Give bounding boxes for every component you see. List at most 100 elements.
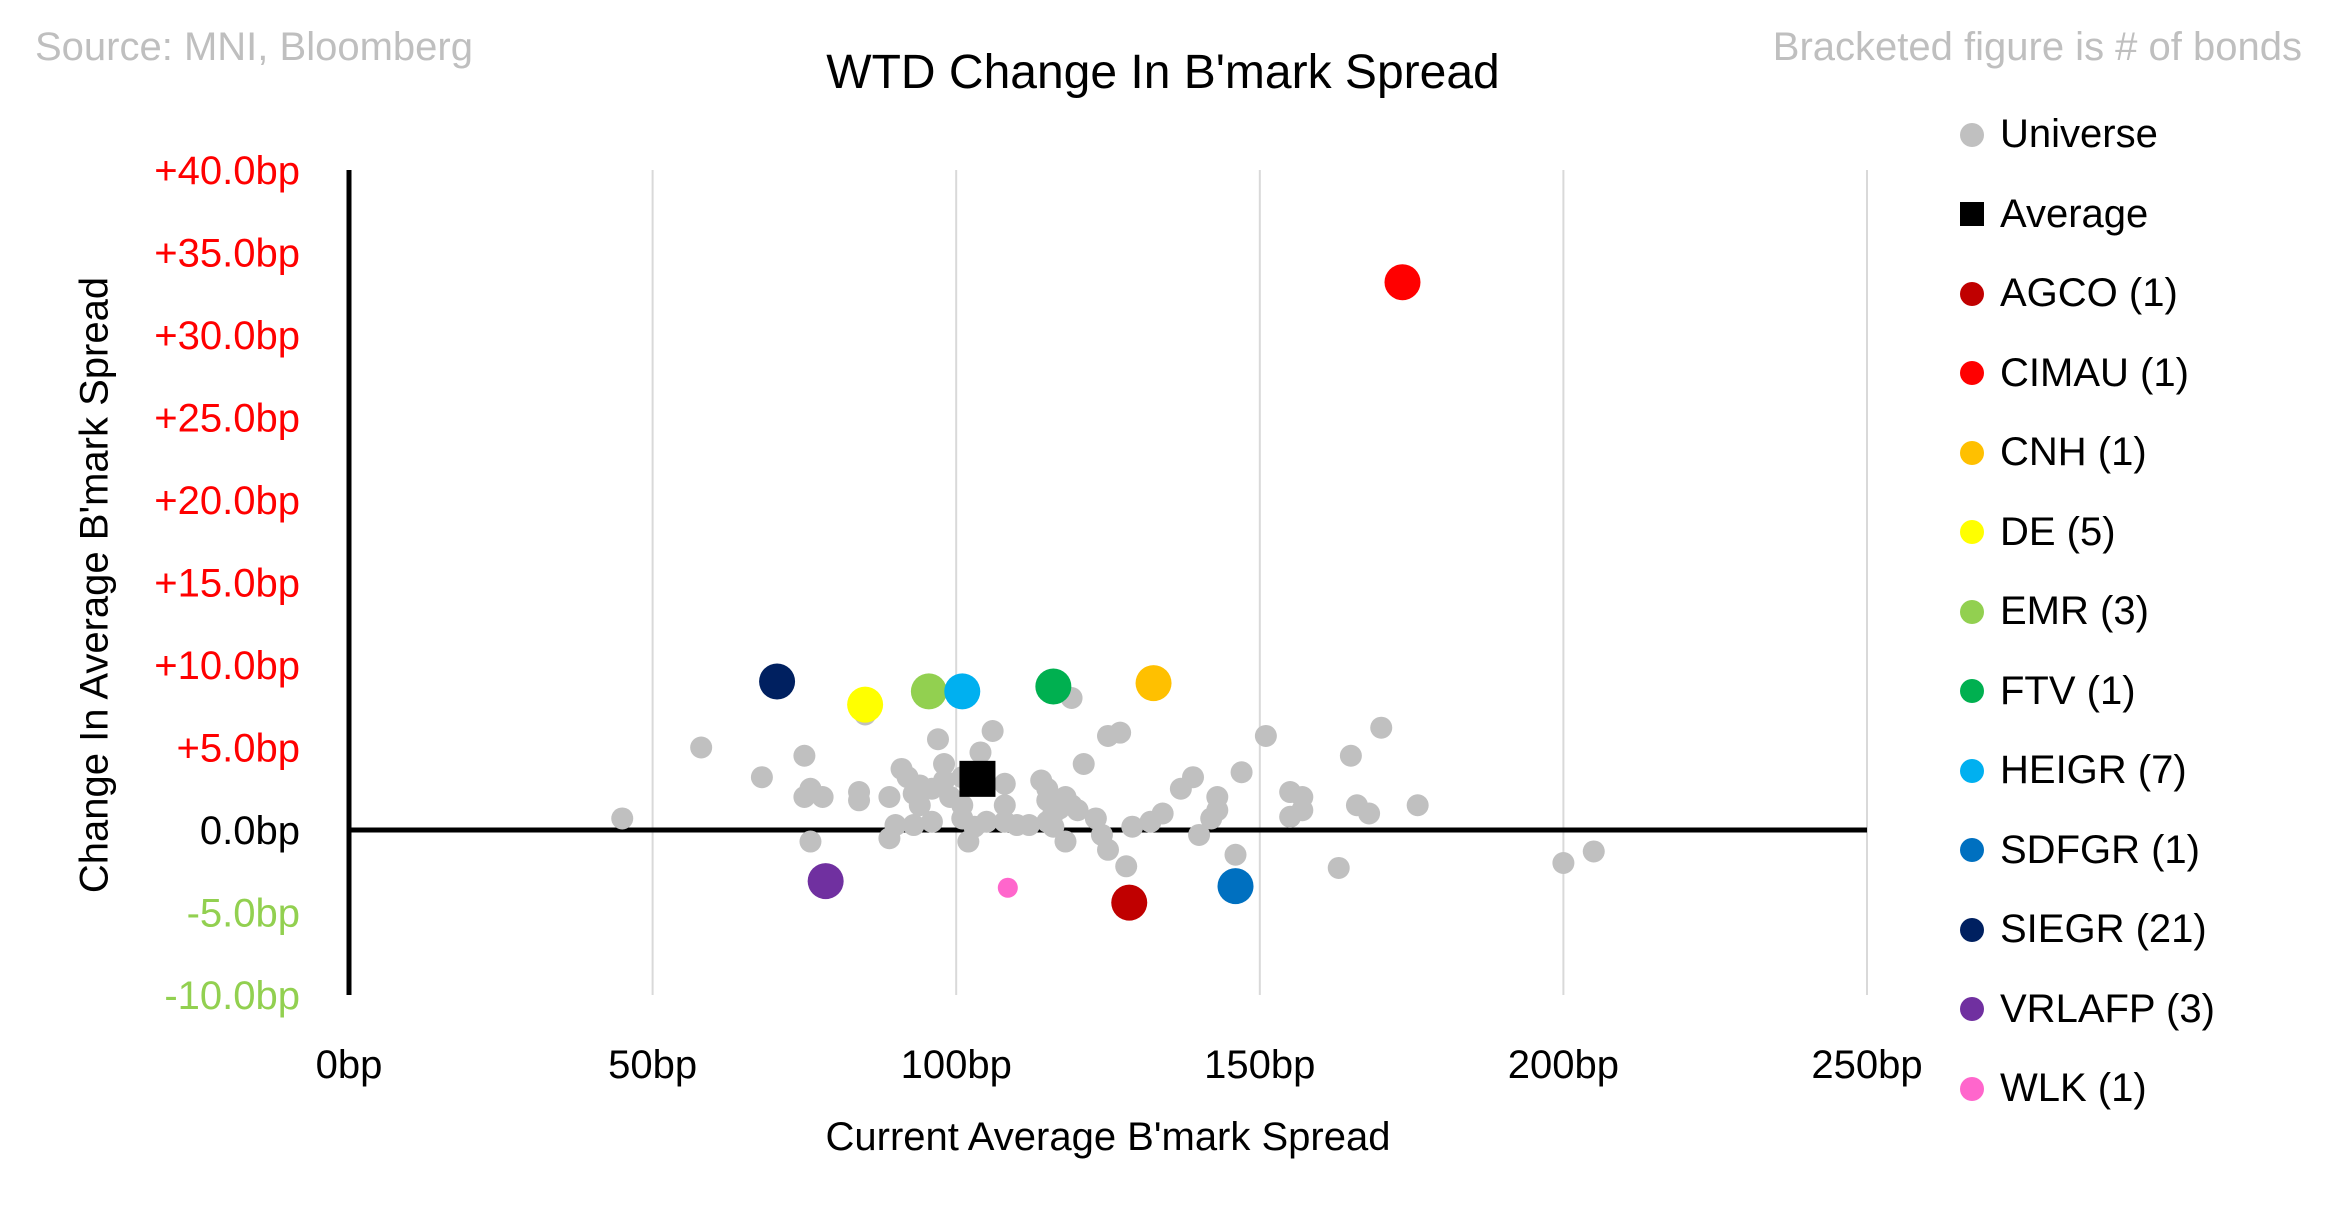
universe-point xyxy=(750,766,773,789)
issuer-point xyxy=(1135,665,1172,702)
universe-point xyxy=(1072,753,1095,775)
legend-label: DE (5) xyxy=(2000,509,2116,554)
legend-swatch xyxy=(1960,838,1984,863)
bracket-note: Bracketed figure is # of bonds xyxy=(1772,25,2302,69)
universe-point xyxy=(951,794,974,817)
issuer-point xyxy=(944,673,981,710)
legend-item: DE (5) xyxy=(1960,493,2215,573)
universe-point xyxy=(1121,815,1144,838)
issuer-point xyxy=(910,673,947,710)
universe-point xyxy=(1230,761,1253,784)
source-note: Source: MNI, Bloomberg xyxy=(35,25,473,69)
legend-swatch xyxy=(1960,1076,1984,1101)
legend-swatch xyxy=(1960,202,1984,227)
universe-point xyxy=(878,786,901,808)
universe-point xyxy=(793,744,816,767)
y-tick-label: +40.0bp xyxy=(154,149,300,193)
universe-point xyxy=(933,753,956,775)
universe-point xyxy=(920,810,943,833)
issuer-point xyxy=(1035,668,1072,705)
universe-point xyxy=(811,786,834,808)
legend-label: CIMAU (1) xyxy=(2000,350,2189,395)
legend: Universe Average AGCO (1) CIMAU (1) CNH (1) D… xyxy=(1960,95,2215,1129)
y-tick-label: +25.0bp xyxy=(154,397,300,441)
chart-title: WTD Change In B'mark Spread xyxy=(826,46,1500,99)
universe-point xyxy=(1084,807,1107,830)
universe-point xyxy=(1066,799,1089,822)
universe-point xyxy=(1552,852,1575,874)
y-tick-labels: +40.0bp +35.0bp +30.0bp +25.0bp +20.0bp +15.0… xyxy=(154,149,300,1018)
legend-swatch xyxy=(1960,997,1984,1022)
legend-swatch xyxy=(1960,917,1984,942)
x-tick-label: 200bp xyxy=(1508,1043,1619,1087)
y-tick-label: -5.0bp xyxy=(187,892,300,936)
issuer-point xyxy=(997,877,1018,898)
legend-label: Universe xyxy=(2000,112,2158,157)
universe-point xyxy=(884,814,907,837)
universe-point xyxy=(1327,856,1350,879)
issuer-point xyxy=(807,863,844,900)
x-tick-label: 150bp xyxy=(1204,1043,1315,1087)
x-tick-label: 250bp xyxy=(1811,1043,1922,1087)
universe-point xyxy=(933,769,956,792)
legend-swatch xyxy=(1960,758,1984,783)
legend-label: SIEGR (21) xyxy=(2000,907,2207,952)
legend-swatch xyxy=(1960,520,1984,545)
issuer-point xyxy=(1384,264,1421,301)
legend-item: Average xyxy=(1960,175,2215,255)
y-tick-label: +15.0bp xyxy=(154,562,300,606)
legend-swatch xyxy=(1960,679,1984,704)
legend-swatch xyxy=(1960,281,1984,306)
legend-item: AGCO (1) xyxy=(1960,254,2215,334)
x-tick-labels: 0bp 50bp 100bp 150bp 200bp 250bp xyxy=(316,1043,1923,1087)
universe-point xyxy=(1182,766,1205,789)
universe-point xyxy=(1109,721,1132,744)
legend-swatch xyxy=(1960,440,1984,465)
universe-point xyxy=(799,830,822,853)
universe-point xyxy=(902,814,925,837)
legend-label: Average xyxy=(2000,191,2149,236)
universe-point xyxy=(993,772,1016,795)
axes xyxy=(346,170,1867,995)
legend-label: EMR (3) xyxy=(2000,589,2149,634)
universe-point xyxy=(1224,843,1247,866)
issuer-point xyxy=(1217,868,1254,905)
data-points xyxy=(611,264,1605,921)
legend-swatch xyxy=(1960,599,1984,624)
universe-point xyxy=(848,781,871,804)
y-tick-label: +20.0bp xyxy=(154,479,300,523)
universe-point xyxy=(1291,799,1314,822)
legend-item: HEIGR (7) xyxy=(1960,731,2215,811)
universe-point xyxy=(1188,823,1211,846)
universe-point xyxy=(1406,794,1429,817)
universe-point xyxy=(1097,838,1119,861)
issuer-point xyxy=(1111,884,1148,921)
legend-label: CNH (1) xyxy=(2000,430,2147,475)
universe-point xyxy=(981,720,1004,742)
x-tick-label: 50bp xyxy=(608,1043,697,1087)
legend-label: AGCO (1) xyxy=(2000,271,2178,316)
legend-item: FTV (1) xyxy=(1960,652,2215,732)
legend-item: Universe xyxy=(1960,95,2215,175)
y-tick-label: +35.0bp xyxy=(154,232,300,276)
y-tick-label: +30.0bp xyxy=(154,314,300,358)
legend-label: VRLAFP (3) xyxy=(2000,986,2215,1031)
universe-point xyxy=(611,807,634,830)
universe-point xyxy=(993,794,1016,817)
legend-swatch xyxy=(1960,122,1984,147)
universe-point xyxy=(1358,802,1381,825)
universe-point xyxy=(975,810,998,833)
y-tick-label: 0.0bp xyxy=(200,809,300,853)
legend-swatch xyxy=(1960,361,1984,386)
universe-point xyxy=(1151,802,1174,825)
y-tick-label: +10.0bp xyxy=(154,644,300,688)
issuer-point xyxy=(759,663,796,700)
universe-point xyxy=(1036,777,1059,800)
universe-point xyxy=(1018,814,1041,837)
universe-point xyxy=(1254,724,1277,747)
universe-point xyxy=(1339,744,1362,767)
legend-item: SDFGR (1) xyxy=(1960,811,2215,891)
universe-point xyxy=(908,794,931,817)
y-tick-label: +5.0bp xyxy=(177,727,300,771)
